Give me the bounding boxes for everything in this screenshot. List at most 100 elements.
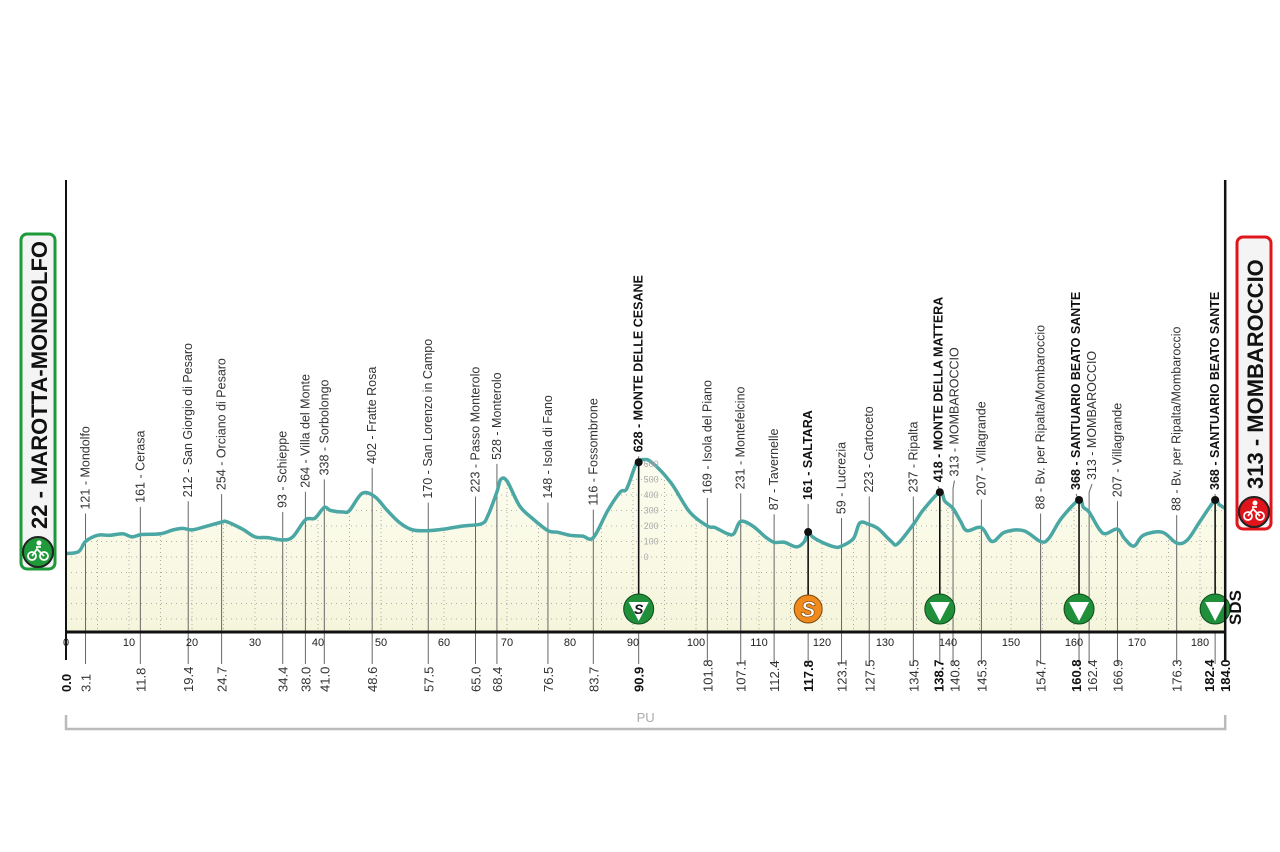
waypoint: 628 - MONTE DELLE CESANE 90.9: [632, 275, 647, 692]
waypoint-label: 628 - MONTE DELLE CESANE: [632, 275, 646, 452]
waypoint-km: 176.3: [1170, 659, 1185, 692]
start-badge: 22 - MAROTTA-MONDOLFO: [19, 232, 57, 571]
waypoint-label: 59 - Lucrezia: [835, 442, 849, 514]
waypoint: 88 - Bv. per Ripalta/Mombaroccio 154.7: [1034, 325, 1049, 692]
waypoint-km: 123.1: [835, 659, 850, 692]
waypoint-km: 162.4: [1085, 659, 1100, 692]
bicycle-wheel: [39, 551, 49, 561]
waypoint: 161 - SALTARA 117.8: [801, 410, 816, 692]
waypoint-label: 338 - Sorbolongo: [317, 379, 331, 475]
waypoint-label: 402 - Fratte Rosa: [365, 367, 379, 464]
waypoint: 116 - Fossombrone 83.7: [586, 398, 601, 692]
waypoint: 88 - Bv. per Ripalta/Mombaroccio 176.3: [1170, 326, 1185, 692]
waypoint: 223 - Passo Monterolo 65.0: [469, 367, 484, 692]
elevation-tick-label: 400: [644, 490, 659, 500]
kom-triangle: [929, 602, 950, 621]
waypoint-label: 88 - Bv. per Ripalta/Mombaroccio: [1170, 326, 1184, 511]
waypoint-km: 166.9: [1110, 659, 1125, 692]
waypoint: 93 - Schieppe 34.4: [276, 431, 291, 692]
waypoint-km: 182.4: [1202, 659, 1217, 692]
waypoint-label: 121 - Mondolfo: [79, 426, 93, 509]
finish-badge-frame: [1235, 235, 1273, 531]
waypoint-km: 140.8: [947, 659, 962, 692]
waypoint: 223 - Cartoceto 127.5: [862, 406, 877, 692]
x-tick-label: 180: [1191, 637, 1209, 649]
x-tick-label: 90: [627, 637, 639, 649]
elevation-tick-label: 100: [644, 537, 659, 547]
waypoint-label: 170 - San Lorenzo in Campo: [421, 339, 435, 499]
bicycle-wheel: [1255, 511, 1265, 521]
waypoint-km: 154.7: [1034, 659, 1049, 692]
waypoint-label: 87 - Tavernelle: [767, 428, 781, 510]
waypoint: 121 - Mondolfo 3.1: [79, 426, 94, 692]
waypoint-km: 138.7: [931, 659, 946, 692]
province-label: PU: [637, 710, 655, 725]
waypoint-km: 117.8: [801, 660, 816, 692]
waypoint: 528 - Monterolo 68.4: [490, 372, 505, 692]
waypoint-label: 161 - SALTARA: [801, 410, 815, 500]
waypoint: 368 - SANTUARIO BEATO SANTE 182.4: [1202, 292, 1222, 692]
waypoint: 207 - Villagrande 166.9: [1110, 403, 1125, 692]
waypoint-label: 88 - Bv. per Ripalta/Mombaroccio: [1034, 325, 1048, 510]
start-badge-frame: [19, 232, 57, 571]
waypoint-label: 418 - MONTE DELLA MATTERA: [931, 297, 945, 482]
x-tick-label: 110: [750, 637, 768, 649]
waypoint: 231 - Montefelcino 107.1: [734, 386, 749, 692]
waypoint: 237 - Ripalta 134.5: [906, 422, 921, 692]
waypoint-leader: [1088, 483, 1093, 493]
waypoint-km: 34.4: [276, 667, 291, 692]
x-tick-label: 20: [186, 637, 198, 649]
x-tick-label: 80: [564, 637, 576, 649]
sprint-icon: [793, 594, 823, 624]
waypoint-km: 38.0: [298, 667, 313, 692]
waypoint-km: 134.5: [906, 659, 921, 692]
waypoint-km: 19.4: [181, 667, 196, 692]
elevation-tick-label: 600: [644, 459, 659, 469]
waypoint: 338 - Sorbolongo 41.0: [317, 379, 332, 692]
x-tick-label: 140: [939, 637, 957, 649]
waypoint-km: 112.4: [767, 660, 782, 692]
province-bracket: [64, 715, 1227, 731]
elevation-tick-label: 500: [644, 475, 659, 485]
summit-dot: [935, 488, 944, 497]
waypoint: 161 - Cerasa 11.8: [133, 431, 148, 692]
summit-dot: [634, 458, 643, 467]
waypoint-label: 148 - Isola di Fano: [541, 395, 555, 499]
rider-head: [1252, 500, 1258, 506]
x-tick-label: 130: [876, 637, 894, 649]
waypoint: 148 - Isola di Fano 76.5: [541, 395, 556, 692]
elevation-tick-label: 300: [644, 506, 659, 516]
elevation-tick-label: 0: [644, 552, 649, 562]
waypoint-label: 368 - SANTUARIO BEATO SANTE: [1208, 292, 1222, 490]
x-tick-label: 10: [123, 637, 135, 649]
waypoint-km: 90.9: [632, 667, 647, 692]
rider-head: [36, 540, 42, 546]
waypoint-km: 68.4: [490, 667, 505, 692]
waypoint-label: 116 - Fossombrone: [586, 398, 600, 506]
waypoint-label: 313 - MOMBAROCCIO: [1085, 351, 1099, 480]
bicycle-frame: [31, 546, 45, 557]
kom-triangle: [628, 602, 649, 621]
waypoint-label: 237 - Ripalta: [906, 422, 920, 493]
waypoint-km: 107.1: [734, 659, 749, 692]
waypoint-label: 207 - Villagrande: [974, 401, 988, 495]
x-tick-label: 120: [813, 637, 831, 649]
endpoint-km: 0.0: [59, 674, 74, 692]
waypoint-km: 145.3: [974, 659, 989, 692]
bicycle-frame: [1247, 506, 1261, 517]
waypoint: 59 - Lucrezia 123.1: [835, 442, 850, 692]
waypoint: 313 - MOMBAROCCIO 162.4: [1085, 351, 1100, 692]
waypoint-km: 127.5: [862, 659, 877, 692]
bicycle-wheel: [27, 551, 37, 561]
waypoint-km: 24.7: [215, 667, 230, 692]
waypoint-leader: [952, 480, 955, 489]
profile-line: [65, 457, 1227, 556]
summit-dot: [1211, 495, 1220, 504]
waypoint-label: 93 - Schieppe: [276, 431, 290, 508]
elevation-tick-label: 200: [644, 521, 659, 531]
x-tick-label: 0: [63, 637, 69, 649]
waypoint-km: 160.8: [1069, 659, 1084, 692]
waypoint-km: 48.6: [365, 667, 380, 692]
x-tick-label: 160: [1065, 637, 1083, 649]
waypoint-label: 169 - Isola del Piano: [700, 380, 714, 494]
